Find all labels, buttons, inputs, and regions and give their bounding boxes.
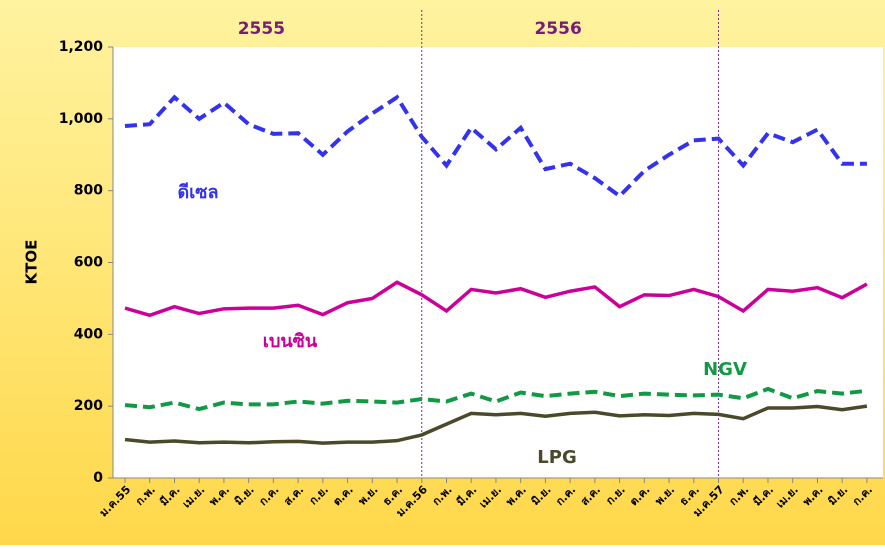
- period-label: 2556: [534, 19, 581, 39]
- series-label: ดีเซล: [177, 182, 218, 203]
- series-label: LPG: [537, 447, 576, 468]
- series-line: [124, 94, 867, 199]
- series-label: NGV: [703, 359, 747, 380]
- series-label: เบนซิน: [263, 331, 318, 352]
- period-label: 2555: [238, 19, 285, 39]
- series-line: [124, 280, 868, 318]
- y-tick-label: 800: [74, 183, 103, 199]
- y-axis-label: KTOE: [23, 240, 41, 285]
- y-tick-label: 400: [74, 326, 103, 342]
- y-tick-label: 0: [93, 470, 103, 486]
- y-tick-label: 1,000: [59, 111, 104, 127]
- series-line: [124, 404, 868, 445]
- y-tick-label: 200: [74, 398, 103, 414]
- y-tick-label: 1,200: [59, 39, 104, 55]
- y-tick-label: 600: [74, 255, 103, 271]
